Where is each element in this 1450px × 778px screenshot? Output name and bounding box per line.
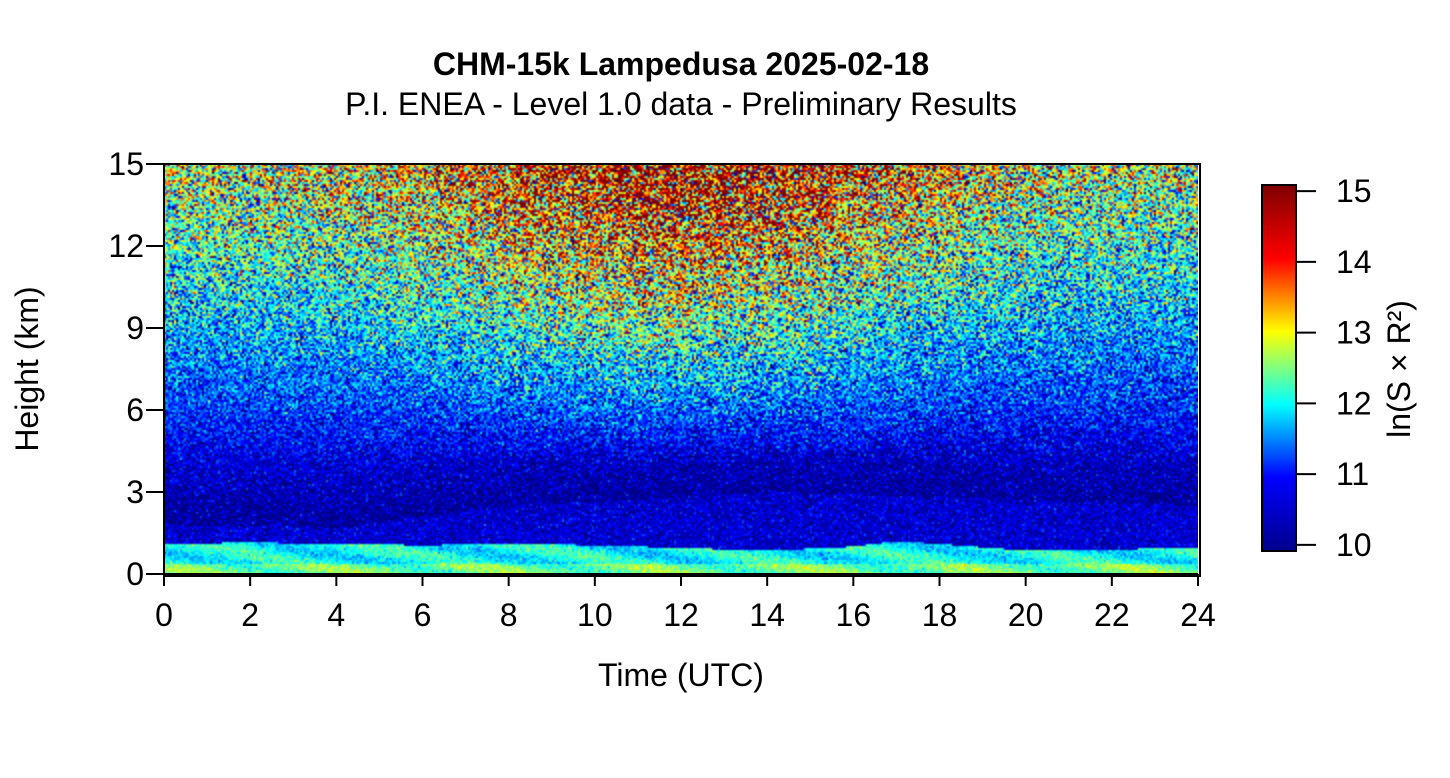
colorbar-tick-label: 11 xyxy=(1336,456,1369,492)
chart-subtitle: P.I. ENEA - Level 1.0 data - Preliminary… xyxy=(345,86,1017,122)
backscatter-heatmap xyxy=(164,164,1198,574)
x-axis-title: Time (UTC) xyxy=(598,657,764,693)
x-axis: 0 2 4 6 8 10 12 14 16 18 20 22 24 xyxy=(155,573,1216,633)
x-tick-label: 4 xyxy=(327,597,345,633)
x-tick-label: 14 xyxy=(749,597,785,633)
x-tick-label: 20 xyxy=(1008,597,1044,633)
x-tick-label: 0 xyxy=(155,597,173,633)
y-axis: 0 3 6 9 12 15 xyxy=(108,146,165,592)
y-tick-label: 9 xyxy=(126,310,144,346)
colorbar-tick-label: 15 xyxy=(1336,173,1372,209)
chart-title: CHM-15k Lampedusa 2025-02-18 xyxy=(432,46,930,82)
y-tick-label: 0 xyxy=(126,556,144,592)
colorbar xyxy=(1261,184,1297,552)
x-tick-label: 8 xyxy=(500,597,518,633)
y-tick-label: 15 xyxy=(108,146,144,182)
y-axis-title: Height (km) xyxy=(9,286,45,451)
y-tick-label: 12 xyxy=(108,228,144,264)
colorbar-title: ln(S × R²) xyxy=(1381,300,1417,438)
x-tick-label: 12 xyxy=(663,597,699,633)
colorbar-tick-label: 14 xyxy=(1336,244,1372,280)
y-tick-label: 6 xyxy=(126,392,144,428)
x-tick-label: 24 xyxy=(1180,597,1216,633)
colorbar-axis: 10 11 12 13 14 15 xyxy=(1297,173,1372,563)
x-tick-label: 18 xyxy=(922,597,958,633)
plot-area xyxy=(164,164,1198,574)
colorbar-tick-label: 12 xyxy=(1336,385,1372,421)
x-tick-label: 10 xyxy=(577,597,613,633)
x-tick-label: 22 xyxy=(1094,597,1130,633)
x-tick-label: 2 xyxy=(241,597,259,633)
y-tick-label: 3 xyxy=(126,474,144,510)
x-tick-label: 6 xyxy=(414,597,432,633)
colorbar-tick-label: 13 xyxy=(1336,315,1372,351)
colorbar-tick-label: 10 xyxy=(1336,527,1372,563)
x-tick-label: 16 xyxy=(836,597,872,633)
